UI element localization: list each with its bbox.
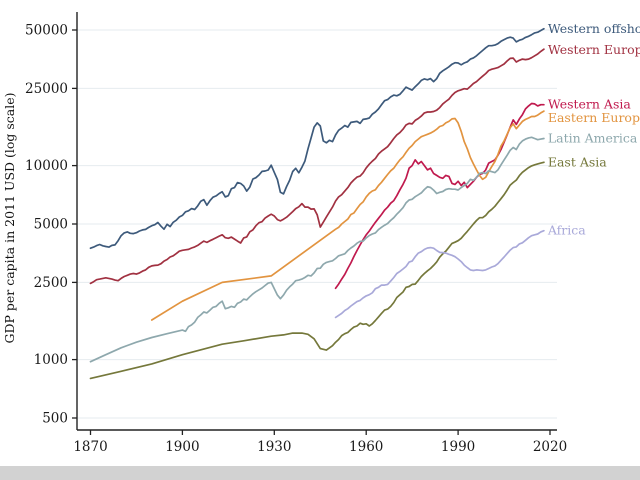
series-line-east-asia (89, 161, 545, 380)
series-line-latin-america (89, 136, 545, 363)
y-tick-label: 5000 (34, 216, 68, 232)
y-tick-label: 25000 (25, 81, 68, 97)
series-line-africa (334, 229, 545, 319)
series-label-western-europe: Western Europe (548, 42, 640, 57)
gridlines-group (77, 29, 557, 419)
series-line-eastern-europe (150, 110, 545, 321)
y-tick-label: 50000 (25, 22, 68, 38)
y-tick-label: 2500 (34, 275, 68, 291)
series-line-western-offshoots (89, 27, 545, 250)
series-label-latin-america: Latin America (548, 130, 638, 145)
x-tick-label: 2020 (533, 439, 567, 455)
series-lines-group (89, 27, 545, 380)
x-tick-label: 1960 (349, 439, 383, 455)
x-tick-label: 1870 (73, 439, 107, 455)
y-tick-label: 10000 (25, 158, 68, 174)
series-label-western-offshoots: Western offshoots (548, 21, 640, 36)
series-labels-group: Western offshoots Western Europe Western A… (547, 21, 640, 238)
series-label-africa: Africa (547, 223, 586, 238)
y-axis-title: GDP per capita in 2011 USD (log scale) (2, 92, 17, 343)
x-tick-label: 1990 (441, 439, 475, 455)
series-label-east-asia: East Asia (548, 154, 607, 169)
axes-group: 500 1000 2500 5000 10000 25000 50000 1870 1900 19… (25, 12, 567, 455)
series-label-eastern-europe: Eastern Europe (548, 110, 640, 125)
y-tick-label: 1000 (34, 352, 68, 368)
y-tick-label: 500 (42, 410, 68, 426)
window-bottom-strip (0, 466, 640, 480)
series-line-western-europe (89, 48, 545, 285)
x-tick-label: 1900 (165, 439, 199, 455)
series-label-western-asia: Western Asia (548, 97, 632, 112)
x-tick-label: 1930 (257, 439, 291, 455)
